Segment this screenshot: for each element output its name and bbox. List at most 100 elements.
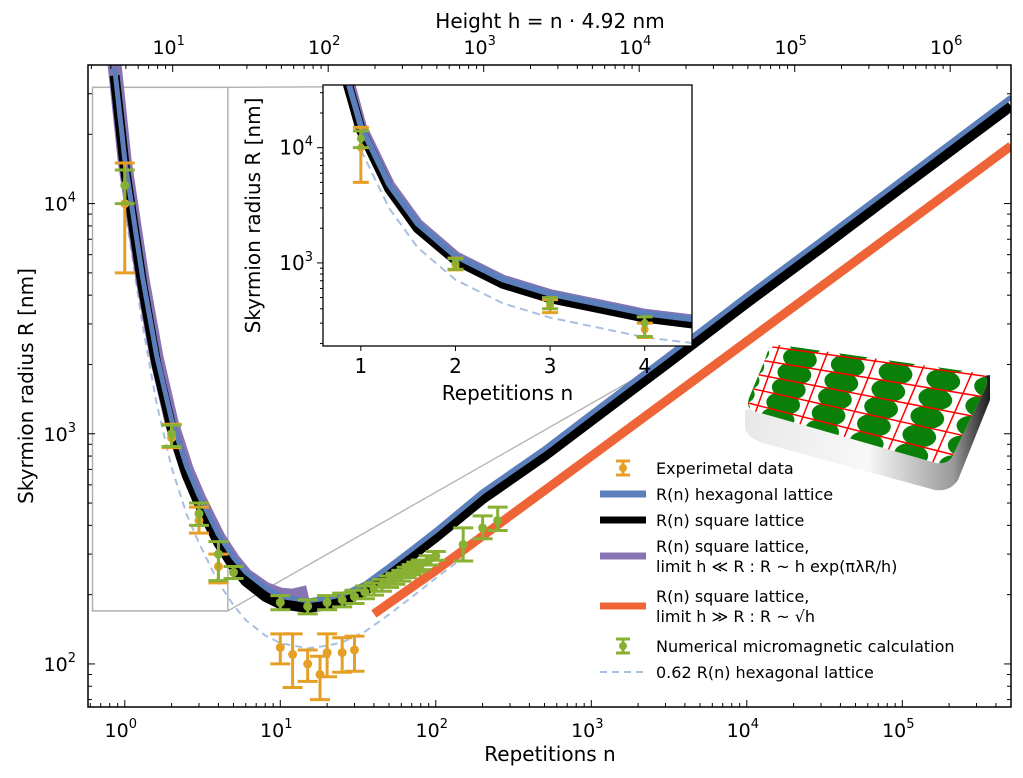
marker [337, 648, 347, 658]
marker [194, 509, 204, 519]
skyrmion-disc [910, 406, 945, 429]
lattice-line [748, 345, 987, 381]
numerical-data-point [223, 565, 244, 581]
y-tick-label: 104 [44, 191, 76, 216]
marker [213, 549, 223, 559]
x-tick-label: 100 [105, 717, 137, 742]
lattice-line [796, 345, 831, 433]
x-tick-label: 105 [882, 717, 914, 742]
numerical-data-point [114, 168, 135, 206]
inset-background [323, 85, 692, 346]
marker [322, 597, 332, 607]
skyrmion-disc [982, 465, 1019, 492]
legend-item-limit_large: R(n) square lattice,limit h ≫ R : R ~ √h [600, 587, 815, 626]
skyrmion-disc [1011, 402, 1023, 429]
experimental-data-point [332, 636, 353, 674]
marker [349, 645, 359, 655]
legend-item-scaled: 0.62 R(n) hexagonal lattice [600, 663, 874, 682]
experimental-data-point [297, 648, 318, 683]
marker [228, 567, 238, 577]
lattice-line [884, 357, 929, 458]
marker [288, 649, 298, 659]
skyrmion-disc [857, 413, 891, 437]
legend-label: R(n) square lattice [656, 511, 804, 530]
x-axis-title: Repetitions n [484, 742, 615, 766]
marker [303, 659, 313, 669]
legend-item-experimental: Experimetal data [616, 459, 794, 478]
lattice-line [748, 383, 985, 441]
marker [322, 648, 332, 658]
marker [337, 595, 347, 605]
marker [451, 258, 460, 267]
legend-marker [619, 642, 627, 650]
numerical-data-point [472, 514, 493, 541]
x-tick-label: 104 [727, 717, 759, 742]
main-plot-area [107, 65, 1011, 702]
legend-item-numerical: Numerical micromagnetic calculation [616, 637, 955, 656]
numerical-data-point [208, 540, 229, 583]
legend-label: 0.62 R(n) hexagonal lattice [656, 663, 874, 682]
marker [275, 642, 285, 652]
inset-series-hexagonal-line [346, 85, 692, 323]
x-tick-label: 103 [571, 717, 603, 742]
numerical-data-point [425, 549, 446, 562]
lattice-line [928, 363, 977, 464]
legend-label: R(n) square lattice, [656, 537, 809, 556]
skyrmion-disc [992, 444, 1023, 471]
inset-x-tick-label: 1 [354, 354, 367, 378]
lattice-line [748, 356, 987, 401]
marker [120, 180, 130, 190]
inset-numerical-data-point [447, 257, 464, 271]
inset-x-axis-title: Repetitions n [442, 381, 573, 405]
y-axis-title: Skyrmion radius R [nm] [14, 268, 38, 504]
numerical-data-point [270, 594, 291, 612]
inset-numerical-data-point [636, 315, 653, 338]
legend: Experimetal data R(n) hexagonal lattice R(… [600, 459, 955, 682]
skyrmion-disc [878, 361, 913, 385]
inset-y-tick-label: 103 [279, 250, 313, 275]
inset-series-scaled-hexagonal-line [359, 149, 692, 345]
top-tick-label: 106 [930, 34, 962, 59]
skyrmion-disc [902, 424, 937, 448]
numerical-data-point [317, 594, 338, 612]
lattice-line [840, 351, 880, 445]
legend-label: Experimetal data [656, 459, 794, 478]
experimental-data-point [270, 632, 291, 666]
series-limit-large-line [371, 142, 1011, 618]
experimental-data-point [344, 634, 365, 673]
legend-label: Numerical micromagnetic calculation [656, 637, 955, 656]
marker [303, 601, 313, 611]
skyrmion-disc [926, 369, 961, 392]
marker [546, 298, 555, 307]
marker [478, 523, 488, 533]
inset-y-tick-label: 104 [279, 135, 313, 160]
series-scaled-hexagonal-line [123, 207, 464, 650]
top-tick-label: 105 [774, 34, 806, 59]
zoom-connector-bottom [227, 345, 693, 612]
lattice-line [748, 396, 976, 462]
numerical-data-point [188, 501, 209, 527]
inset-y-axis-title: Skyrmion radius R [nm] [241, 98, 265, 334]
main-axes-frame [87, 64, 1012, 708]
x-tick-label: 101 [260, 717, 292, 742]
legend-marker [619, 464, 627, 472]
zoom-box [91, 86, 229, 612]
skyrmion-disc [972, 486, 1009, 513]
skyrmion-disc [864, 396, 898, 419]
experimental-data-point [317, 632, 338, 679]
marker [356, 134, 365, 143]
legend-label: R(n) square lattice, [656, 587, 809, 606]
marker [458, 540, 468, 550]
marker [275, 597, 285, 607]
legend-item-limit_small: R(n) square lattice,limit h ≪ R : R ~ h … [600, 537, 897, 576]
numerical-data-point [487, 505, 508, 532]
skyrmion-disc [871, 379, 906, 402]
marker [431, 551, 441, 561]
marker [167, 429, 177, 439]
legend-label: limit h ≪ R : R ~ h exp(πλR/h) [656, 557, 897, 576]
skyrmion-disc [1001, 423, 1023, 450]
x-tick-label: 102 [416, 717, 448, 742]
numerical-data-point [161, 423, 182, 449]
skyrmion-disc [974, 376, 987, 399]
